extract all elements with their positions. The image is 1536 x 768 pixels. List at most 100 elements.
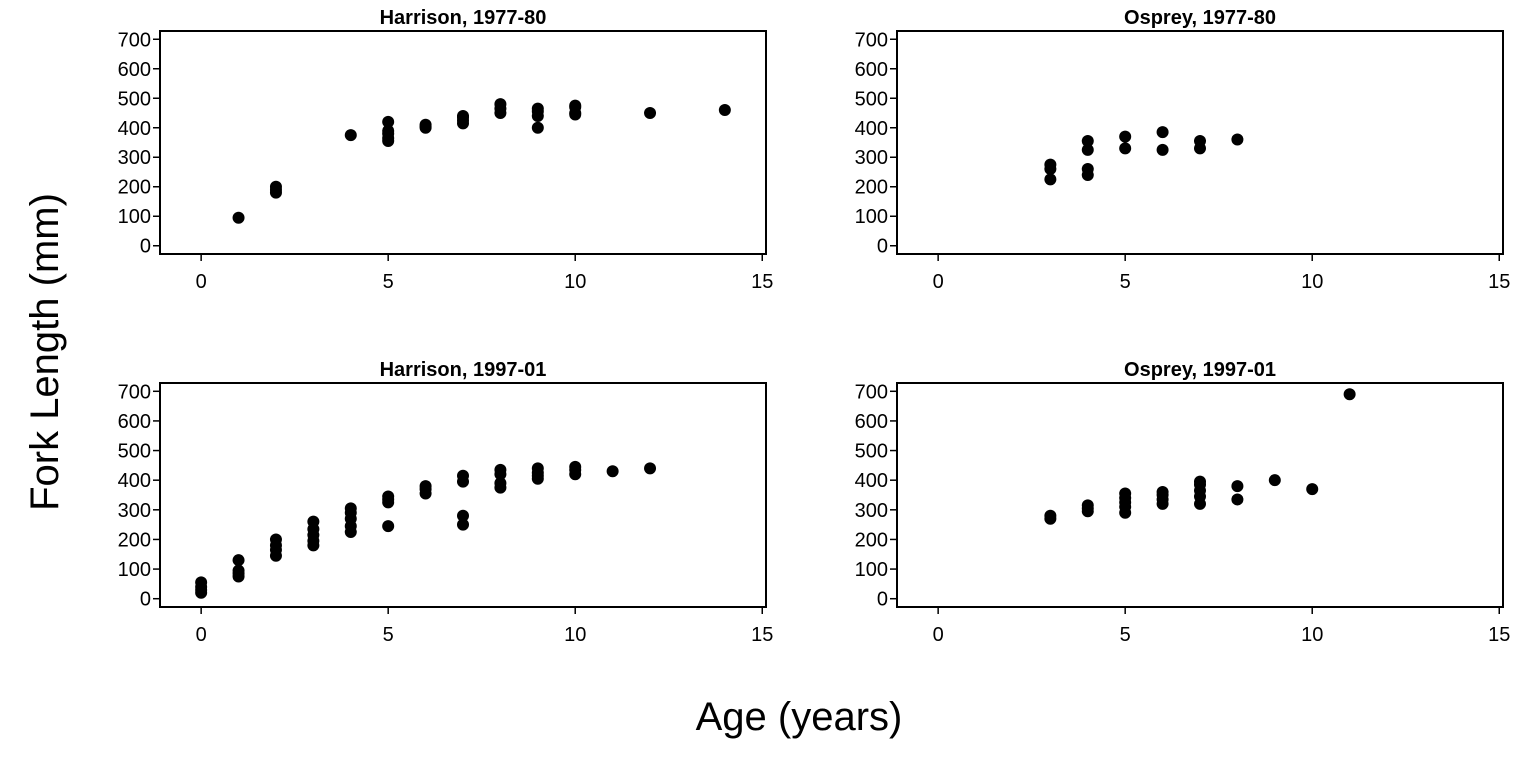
y-tick-label: 300 [118,500,151,522]
panel-title: Osprey, 1977-80 [1124,7,1276,29]
y-tick-label: 300 [855,500,888,522]
x-tick-label: 5 [1120,624,1131,646]
plot-frame [896,30,1504,255]
data-point [344,129,357,142]
x-tick-label: 15 [1488,624,1510,646]
y-tick-label: 100 [118,206,151,228]
data-point [307,515,320,528]
x-tick-label: 0 [196,624,207,646]
y-tick-label: 400 [118,118,151,140]
data-point [1081,163,1094,176]
x-axis-title: Age (years) [696,695,903,739]
data-point [419,118,432,131]
data-point [457,518,469,531]
y-tick-label: 0 [140,236,151,258]
scatter-panel-4: Osprey, 1997-01 0 100 200 300 400 500 600 700 0 5 1… [855,359,1511,646]
data-point [1119,487,1132,500]
x-tick-label: 5 [383,624,394,646]
x-tick-label: 5 [1120,271,1131,293]
y-tick-label: 500 [118,441,151,463]
y-tick-label: 0 [877,236,888,258]
data-point [1231,480,1244,493]
data-point [1044,509,1057,522]
y-tick-label: 200 [118,529,151,551]
y-tick-label: 600 [118,59,151,81]
data-point [1194,475,1206,488]
y-tick-label: 100 [855,206,888,228]
y-tick-label: 500 [855,88,888,110]
y-tick-label: 0 [877,589,888,611]
data-point [419,480,432,493]
data-point [457,109,469,122]
data-point [232,211,245,224]
data-point [1119,142,1132,155]
data-point [1231,493,1244,506]
data-point [1044,158,1057,171]
y-tick-label: 400 [855,118,888,140]
data-point [1194,135,1206,148]
data-point [644,107,657,120]
y-tick-label: 400 [855,470,888,492]
y-tick-label: 700 [118,29,151,51]
x-tick-label: 15 [751,624,773,646]
x-tick-label: 0 [196,271,207,293]
y-tick-label: 200 [855,177,888,199]
data-point [494,463,507,476]
data-point [1156,143,1169,156]
data-point [531,462,544,475]
y-tick-label: 300 [855,147,888,169]
data-point [1268,474,1281,487]
x-tick-label: 10 [564,624,586,646]
data-point [457,469,469,482]
data-point [1156,486,1169,499]
data-point [1081,143,1094,156]
y-tick-label: 200 [855,529,888,551]
x-tick-label: 0 [933,624,944,646]
data-point [606,465,619,478]
data-point [232,564,245,577]
data-point [269,533,282,546]
x-tick-label: 5 [383,271,394,293]
y-tick-label: 500 [855,441,888,463]
scatter-panel-1: Harrison, 1977-80 0 100 200 300 400 500 600 700 0… [118,7,774,293]
plot-frame [159,382,767,608]
y-tick-label: 0 [140,589,151,611]
x-tick-label: 10 [564,271,586,293]
data-point [1081,499,1094,512]
data-point [644,462,657,475]
y-tick-label: 700 [855,29,888,51]
y-tick-label: 100 [855,559,888,581]
data-point [382,520,395,533]
y-tick-label: 300 [118,147,151,169]
x-tick-label: 0 [933,271,944,293]
data-point [382,115,395,128]
data-point [1081,135,1094,148]
data-point [1156,126,1169,139]
y-tick-label: 700 [118,381,151,403]
y-tick-label: 600 [855,59,888,81]
data-point [344,502,357,515]
x-tick-label: 10 [1301,271,1323,293]
y-tick-label: 500 [118,88,151,110]
panel-title: Osprey, 1997-01 [1124,359,1276,381]
data-point [531,102,544,115]
data-point [1044,173,1057,186]
data-point [457,509,469,522]
plot-frame [159,30,767,255]
y-tick-label: 600 [855,411,888,433]
x-tick-label: 10 [1301,624,1323,646]
data-point [494,477,507,490]
data-point [382,490,395,503]
data-point [531,121,544,134]
panels-group: Harrison, 1977-8001002003004005006007000… [118,7,1511,646]
x-tick-label: 15 [751,271,773,293]
panel-title: Harrison, 1997-01 [380,359,547,381]
scatter-panel-3: Harrison, 1997-01 0 100 200 300 400 500 600 700 0… [118,359,774,646]
data-point [232,554,245,567]
data-point [494,98,507,111]
data-point [718,104,731,117]
data-point [195,576,208,589]
y-tick-label: 400 [118,470,151,492]
plot-frame [896,382,1504,608]
